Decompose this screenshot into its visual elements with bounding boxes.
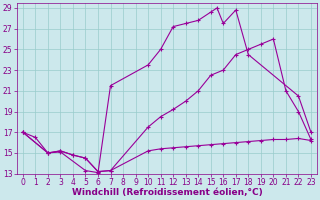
X-axis label: Windchill (Refroidissement éolien,°C): Windchill (Refroidissement éolien,°C) bbox=[72, 188, 262, 197]
